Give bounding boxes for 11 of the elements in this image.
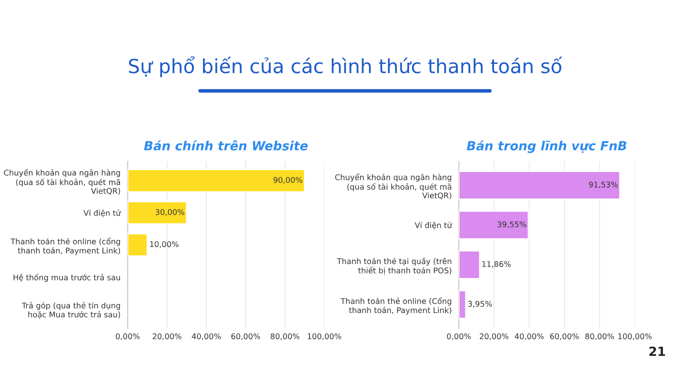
bar [128,232,148,257]
text: 21 [649,346,665,356]
text: Sự phổ biến của các hình thức thanh toán số [128,56,562,78]
bar [458,170,621,200]
chart-title: Bán chính trên Website [144,140,308,150]
bar [458,210,530,240]
bar [128,168,306,193]
bar [458,250,480,280]
chart-title: Bán trong lĩnh vực FnB [466,140,626,153]
bar [128,200,188,225]
bar [458,290,466,320]
